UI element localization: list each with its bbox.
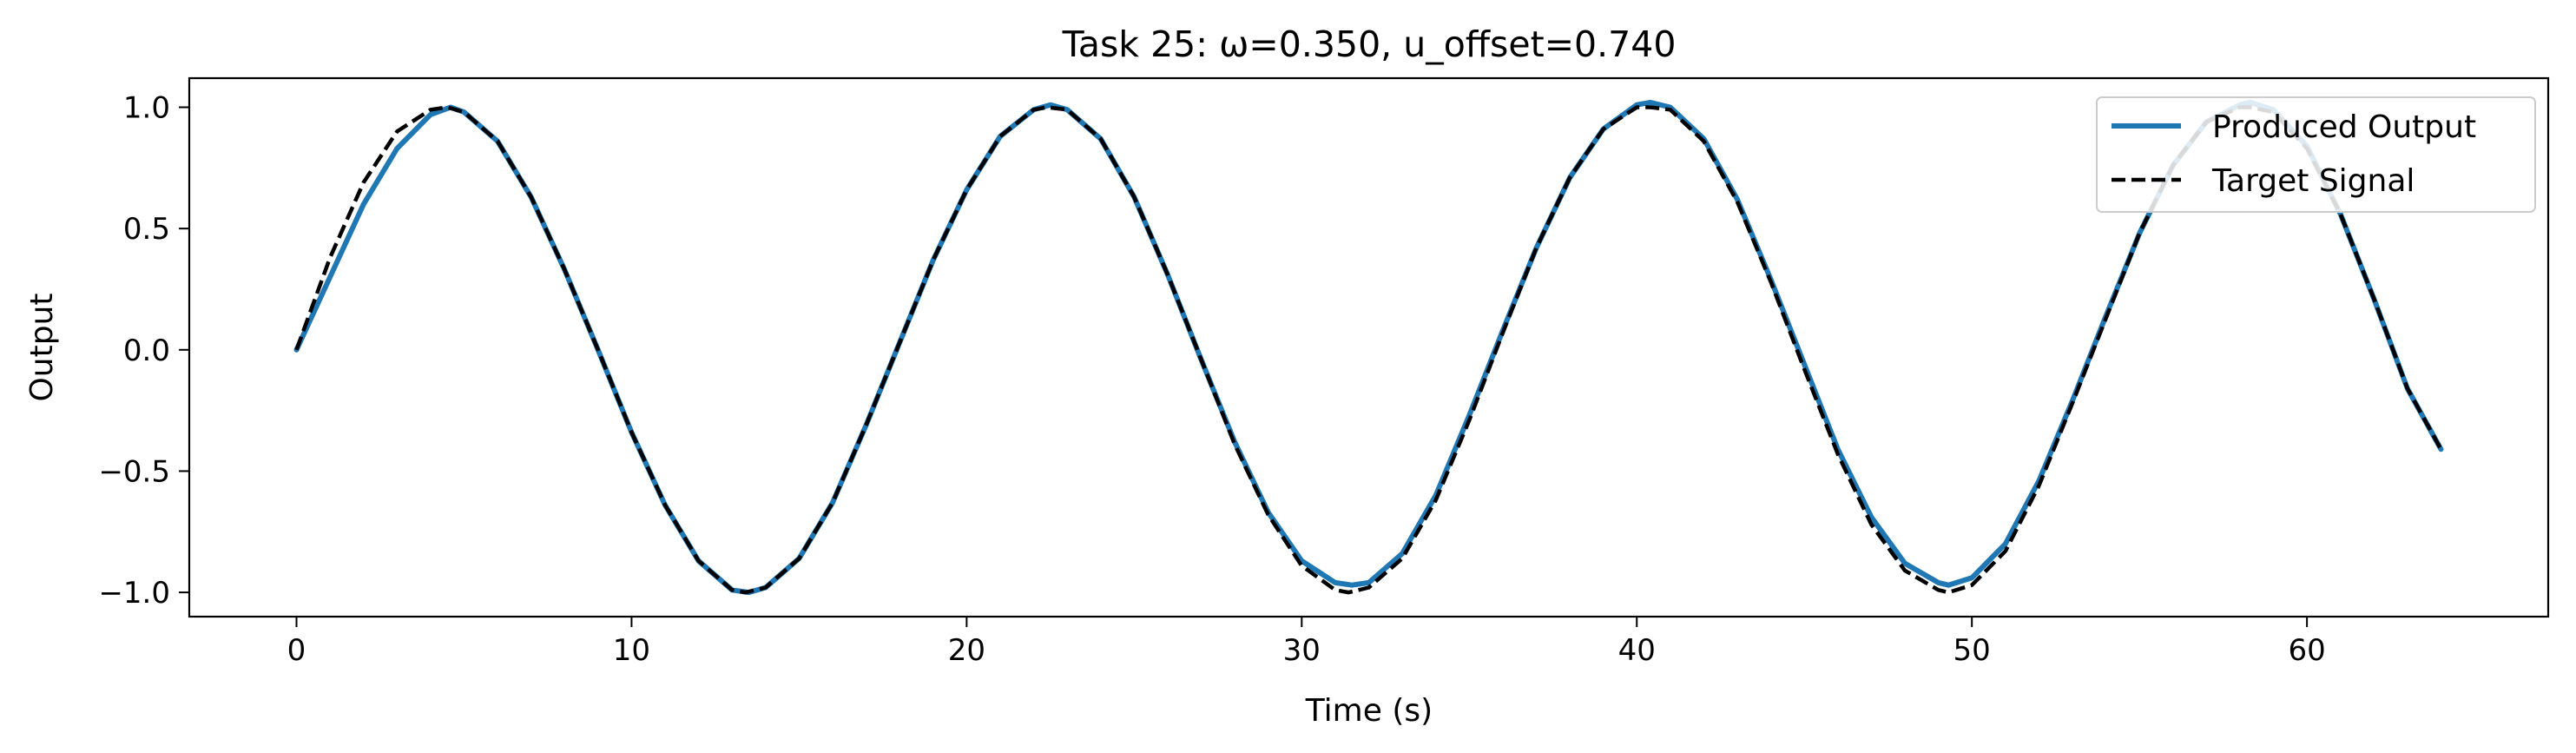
y-tick-label: −0.5: [98, 454, 170, 489]
legend: Produced Output Target Signal: [2096, 96, 2536, 213]
ticks-layer: 0 10 20 30 40 50 60 −1.0 −0.5 0.0 0.5 1.0: [98, 91, 2325, 668]
chart-title: Task 25: ω=0.350, u_offset=0.740: [1062, 23, 1677, 65]
x-tick-label: 30: [1283, 633, 1321, 668]
legend-label-produced-output: Produced Output: [2212, 109, 2476, 145]
x-tick-label: 20: [948, 633, 985, 668]
series-layer: [293, 99, 2444, 596]
legend-box: [2096, 96, 2536, 213]
legend-label-target-signal: Target Signal: [2211, 163, 2415, 199]
y-tick-label: 0.0: [123, 334, 170, 368]
y-tick-label: −1.0: [98, 576, 170, 611]
x-axis-label: Time (s): [1305, 693, 1433, 729]
y-tick-label: 1.0: [123, 91, 170, 126]
series-line-target-signal: [294, 105, 2443, 595]
x-tick-label: 60: [2288, 633, 2325, 668]
y-tick-label: 0.5: [123, 212, 170, 247]
y-axis-label: Output: [24, 293, 60, 401]
x-tick-label: 10: [613, 633, 650, 668]
x-tick-label: 0: [287, 633, 306, 668]
x-tick-label: 40: [1618, 633, 1656, 668]
plot-area-frame: [188, 76, 2550, 618]
x-tick-label: 50: [1953, 633, 1991, 668]
